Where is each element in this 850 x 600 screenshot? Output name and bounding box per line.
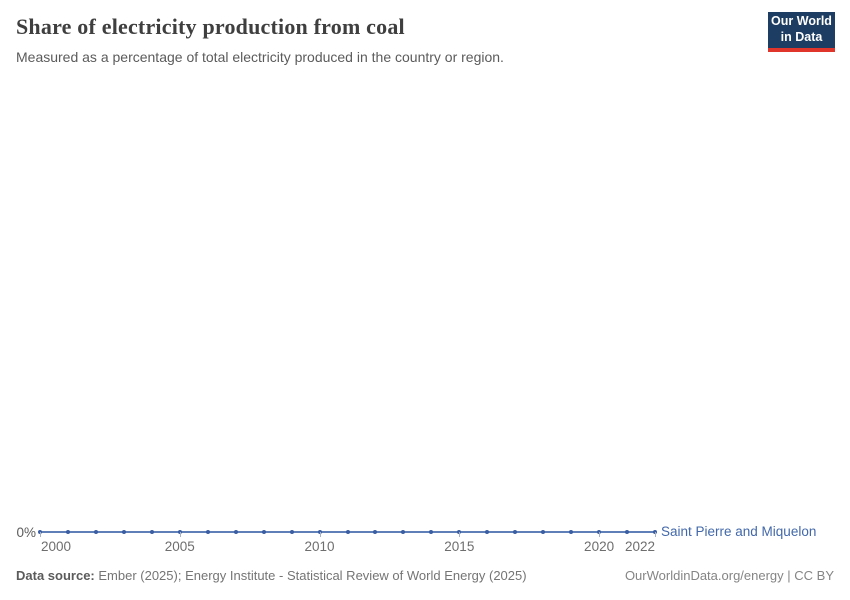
data-point-2006[interactable]: [205, 530, 210, 534]
owid-logo-line2: in Data: [780, 30, 823, 44]
x-axis-tick-2000: [40, 532, 41, 537]
data-source-label: Data source:: [16, 568, 95, 583]
owid-logo-line1: Our World: [771, 14, 832, 29]
x-axis-tick-2022: [655, 532, 656, 537]
chart-subtitle: Measured as a percentage of total electr…: [16, 49, 504, 66]
x-axis-label-2022: 2022: [624, 539, 655, 554]
owid-logo[interactable]: Our World in Data: [768, 12, 835, 52]
data-point-2021[interactable]: [625, 530, 630, 534]
data-point-2007[interactable]: [233, 530, 238, 534]
x-axis-label-2015: 2015: [444, 539, 475, 554]
y-axis-zero-label: 0%: [16, 525, 36, 540]
data-point-2016[interactable]: [485, 530, 490, 534]
data-point-2009[interactable]: [289, 530, 294, 534]
data-point-2002[interactable]: [93, 530, 98, 534]
data-point-2019[interactable]: [569, 530, 574, 534]
data-point-2003[interactable]: [121, 530, 126, 534]
x-axis-tick-2005: [179, 532, 181, 537]
data-point-2017[interactable]: [513, 530, 518, 534]
chart-header: Share of electricity production from coa…: [16, 14, 740, 67]
data-point-2011[interactable]: [345, 530, 350, 534]
x-axis-label-2020: 2020: [584, 539, 615, 554]
x-axis-tick-2015: [459, 532, 461, 537]
x-axis-label-2005: 2005: [164, 539, 195, 554]
chart-title: Share of electricity production from coa…: [16, 14, 405, 39]
data-point-2001[interactable]: [65, 530, 70, 534]
data-point-2018[interactable]: [541, 530, 546, 534]
data-point-2012[interactable]: [373, 530, 378, 534]
owid-url-license[interactable]: OurWorldinData.org/energy | CC BY: [624, 568, 834, 583]
x-axis-tick-2020: [599, 532, 601, 537]
x-axis-label-2010: 2010: [304, 539, 335, 554]
chart-footer: Data source: Ember (2025); Energy Instit…: [16, 568, 834, 583]
data-point-2008[interactable]: [261, 530, 266, 534]
x-axis-tick-2010: [319, 532, 321, 537]
data-point-2014[interactable]: [429, 530, 434, 534]
data-source-note: Data source: Ember (2025); Energy Instit…: [16, 568, 527, 583]
data-point-2013[interactable]: [401, 530, 406, 534]
series-label-saint-pierre-and-miquelon[interactable]: Saint Pierre and Miquelon: [661, 524, 817, 539]
data-source-text: Ember (2025); Energy Institute - Statist…: [94, 568, 527, 583]
x-axis-label-2000: 2000: [41, 539, 72, 554]
data-point-2004[interactable]: [149, 530, 154, 534]
